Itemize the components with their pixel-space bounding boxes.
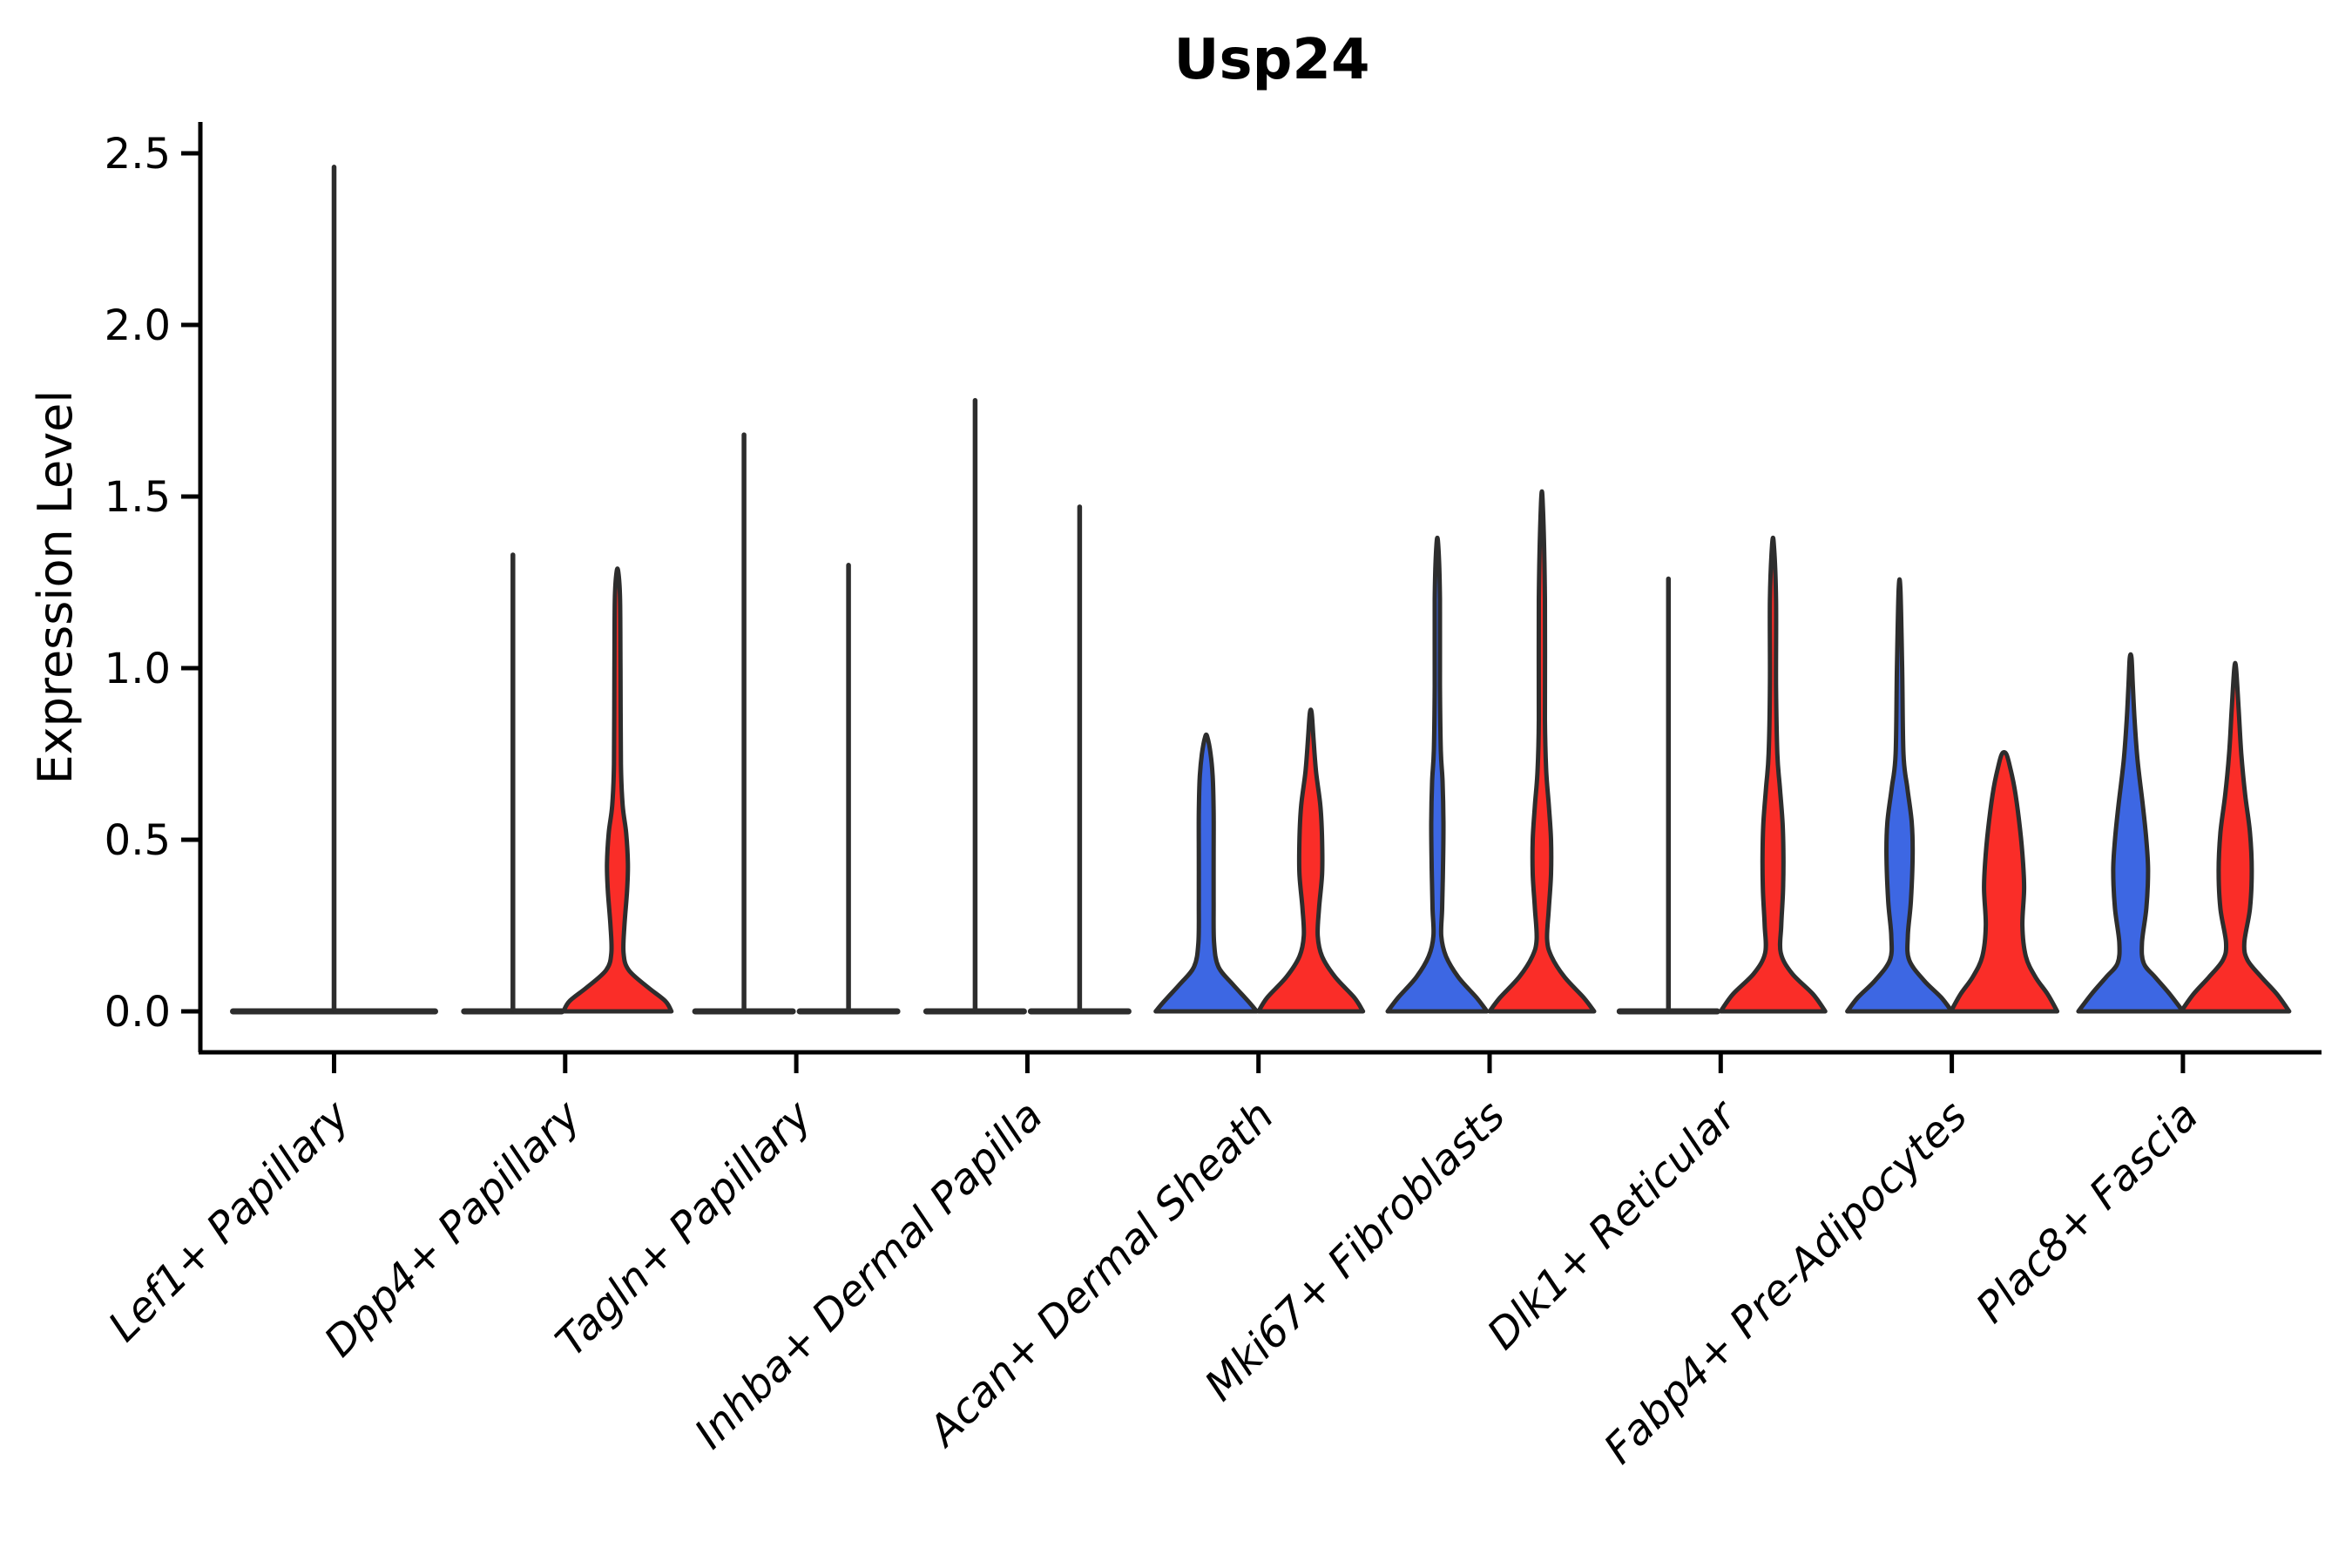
y-axis-label: Expression Level [28,390,83,785]
violin-group-4 [923,397,1132,1015]
violin-body-red [1256,707,1366,1014]
violin-body-blue [1385,535,1490,1014]
violin-group-3 [692,432,901,1015]
y-tick-label: 1.5 [105,473,171,522]
violin-body-blue [2076,652,2186,1014]
y-tick-label: 0.0 [105,988,171,1037]
violin-group-9 [2076,652,2292,1014]
y-ticks-layer: 0.0 0.5 1.0 1.5 2.0 2.5 [105,130,200,1037]
violin-body-red [2179,660,2292,1014]
chart-title: Usp24 [1174,28,1370,92]
violin-group-8 [1845,577,2060,1014]
violin-body-red [1718,535,1828,1014]
x-tick-label: Fabp4+ Pre-Adipocytes [1595,1092,1977,1474]
violin-body-red [561,566,674,1014]
y-tick-label: 2.0 [105,301,171,350]
x-tick-label: Plac8+ Fascia [1967,1092,2208,1333]
violin-group-1 [230,165,438,1015]
violins-layer [230,165,2292,1015]
y-tick-label: 2.5 [105,130,171,179]
violin-group-5 [1153,707,1366,1014]
violin-group-2 [461,552,674,1015]
violin-body-red [1487,489,1597,1014]
violin-body-blue [1153,732,1260,1014]
violin-group-6 [1385,489,1597,1014]
x-tick-label: Dpp4+ Papillary [315,1091,591,1366]
y-tick-label: 0.5 [105,816,171,865]
violin-body-blue [1845,577,1955,1014]
x-tick-label: Lef1+ Papillary [99,1091,360,1351]
y-tick-label: 1.0 [105,645,171,693]
x-tick-label: Tagln+ Papillary [546,1091,821,1366]
violin-body-red [1949,750,2060,1014]
x-tick-label: Dlk1+ Reticular [1478,1090,1748,1360]
violin-group-7 [1616,535,1828,1015]
